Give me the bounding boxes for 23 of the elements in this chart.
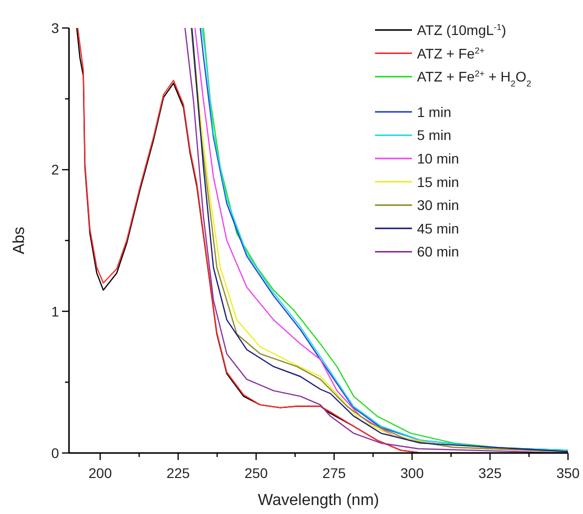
legend-label: 1 min xyxy=(417,104,452,120)
legend-label: 30 min xyxy=(417,197,460,214)
x-tick-label: 225 xyxy=(166,465,190,481)
y-tick-label: 1 xyxy=(51,303,60,320)
x-tick-label: 275 xyxy=(322,465,346,481)
x-tick-label: 350 xyxy=(556,465,580,481)
legend-label: 10 min xyxy=(417,150,460,166)
x-axis-title: Wavelength (nm) xyxy=(258,492,380,509)
legend-label: 60 min xyxy=(417,244,460,260)
x-tick-label: 200 xyxy=(88,465,112,481)
legend-label: ATZ + Fe$^{2+}$ xyxy=(417,45,485,62)
y-tick-label: 3 xyxy=(51,20,60,36)
x-tick-label: 300 xyxy=(400,465,424,481)
y-tick-label: 0 xyxy=(51,445,60,461)
legend-label: 15 min xyxy=(417,174,460,190)
x-tick-label: 325 xyxy=(478,465,502,481)
x-tick-label: 250 xyxy=(244,465,268,481)
legend-label: 45 min xyxy=(417,220,460,236)
legend-label: 5 min xyxy=(417,127,452,144)
y-axis-title: Abs xyxy=(11,226,28,254)
legend-label: ATZ + Fe$^{2+}$ + H$_{2}$O$_{2}$ xyxy=(417,68,532,89)
y-tick-label: 2 xyxy=(51,162,60,178)
legend-label: ATZ (10mgL$^{-1}$) xyxy=(417,22,506,38)
